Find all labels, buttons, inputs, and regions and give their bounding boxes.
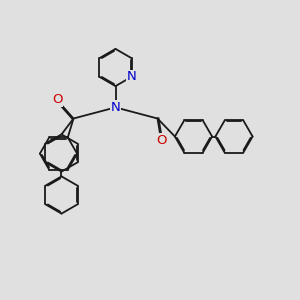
Text: N: N xyxy=(111,101,120,114)
Text: O: O xyxy=(156,134,166,147)
Text: N: N xyxy=(127,70,136,83)
Text: O: O xyxy=(52,93,62,106)
